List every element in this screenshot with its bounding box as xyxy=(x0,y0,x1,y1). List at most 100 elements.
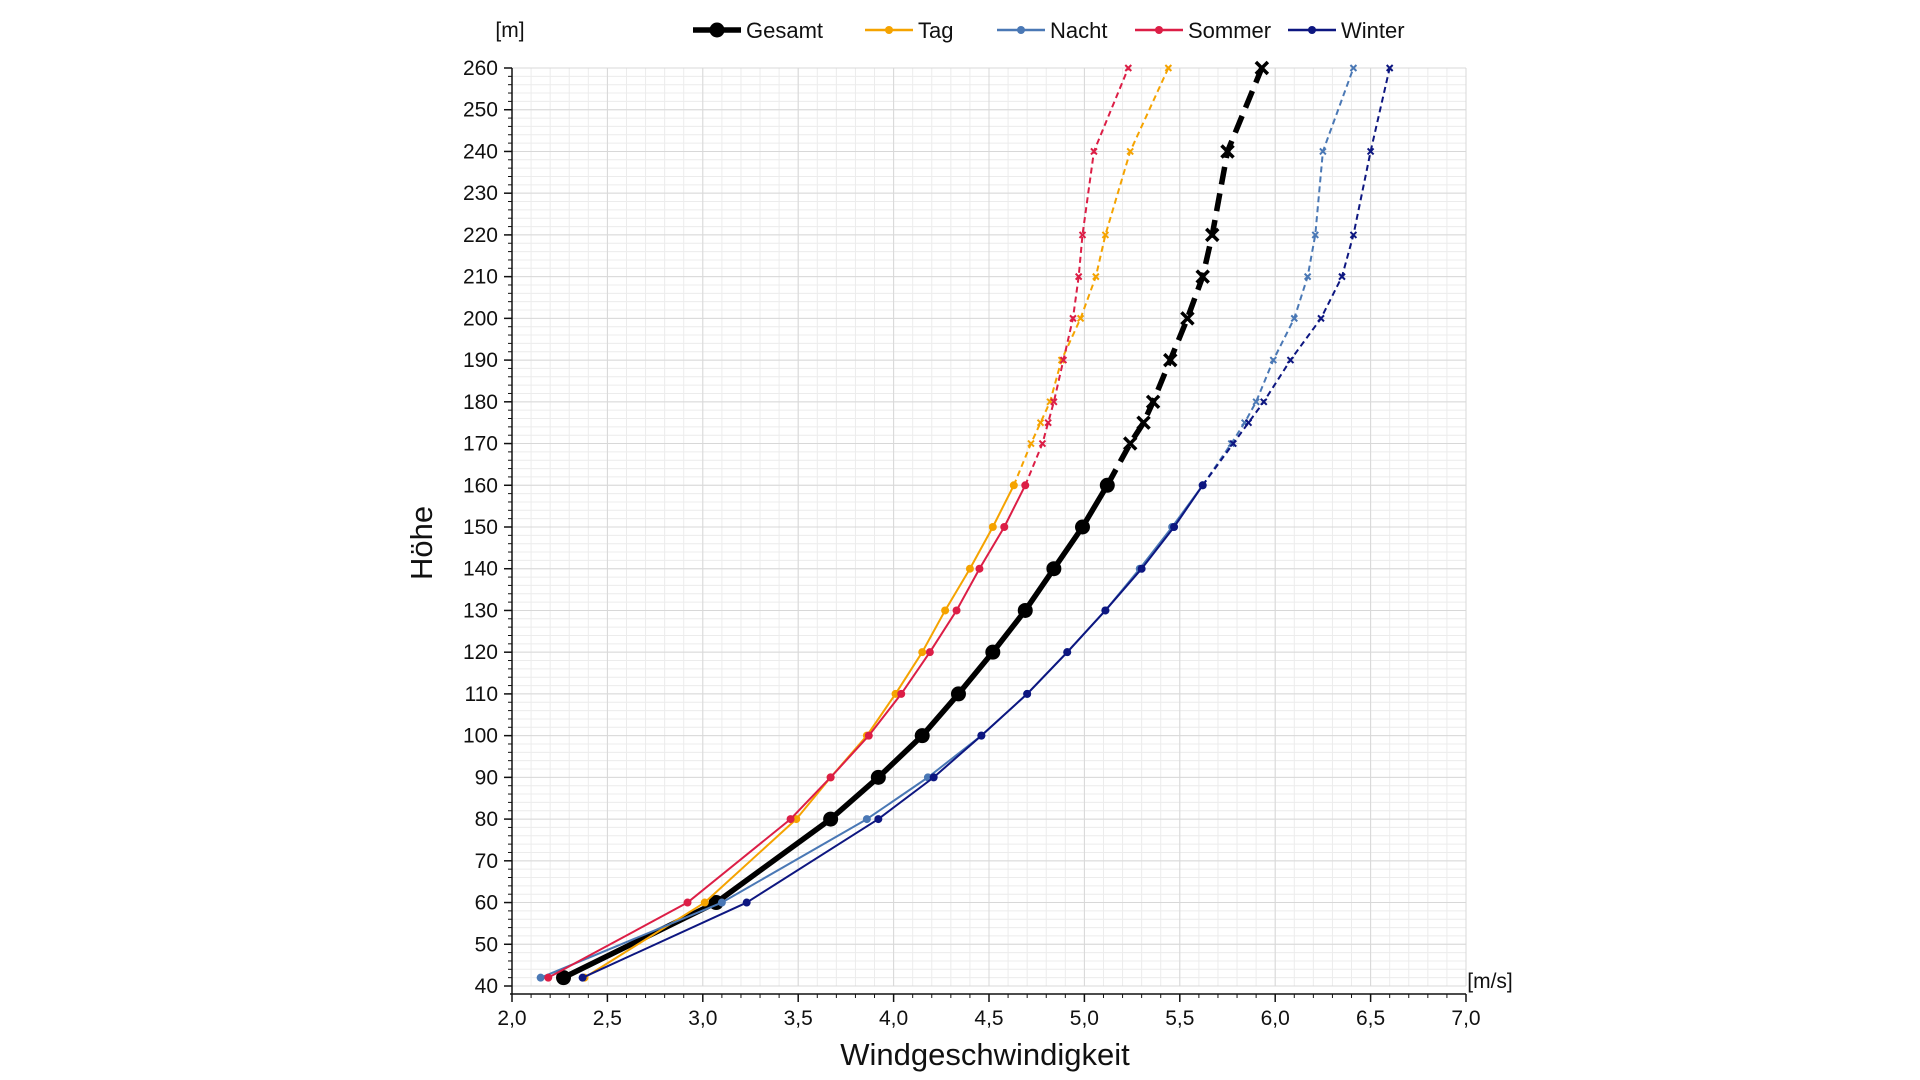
data-point-extrapolated xyxy=(1220,144,1235,159)
axes: 2,0 2,5 3,0 3,5 4,0 4,5 5,0 5,5 6,0 6,5 7,0 40 50 60 7… xyxy=(463,57,1481,1030)
y-tick-label: 110 xyxy=(465,683,498,706)
data-point xyxy=(862,815,871,824)
y-tick-label: 210 xyxy=(463,266,498,289)
legend-label: Nacht xyxy=(1050,18,1107,43)
y-tick-label: 170 xyxy=(463,433,498,456)
data-point-extrapolated xyxy=(1286,356,1295,364)
series-line-extrapolated xyxy=(1201,67,1355,486)
legend-item-winter: Winter xyxy=(1288,18,1405,43)
legend-marker xyxy=(1155,26,1163,34)
legend-label: Sommer xyxy=(1188,18,1271,43)
legend-item-nacht: Nacht xyxy=(997,18,1107,43)
data-point xyxy=(925,648,934,657)
data-point xyxy=(536,973,545,982)
data-point xyxy=(950,686,966,702)
series-lines xyxy=(536,60,1394,986)
data-point-extrapolated xyxy=(1078,231,1087,239)
data-point xyxy=(952,606,961,615)
data-point xyxy=(544,973,553,982)
legend-marker xyxy=(1017,26,1025,34)
data-point-extrapolated xyxy=(1122,436,1138,451)
data-point-extrapolated xyxy=(1038,439,1047,448)
data-point-extrapolated xyxy=(1164,64,1173,72)
data-point xyxy=(977,731,986,740)
data-point xyxy=(941,606,950,615)
series-line-extrapolated xyxy=(1201,67,1391,486)
series-line-measured xyxy=(583,484,1015,979)
y-tick-label: 100 xyxy=(463,725,498,748)
data-point-extrapolated xyxy=(1385,64,1394,72)
data-point-extrapolated xyxy=(1290,314,1298,323)
data-point xyxy=(556,970,572,986)
y-tick-label: 70 xyxy=(475,850,498,873)
data-point-extrapolated xyxy=(1254,60,1270,76)
y-axis-title: Höhe xyxy=(404,506,439,580)
x-tick-label: 5,0 xyxy=(1070,1007,1099,1030)
data-point xyxy=(1099,477,1115,493)
x-tick-label: 3,0 xyxy=(688,1007,717,1030)
legend-item-tag: Tag xyxy=(865,18,953,43)
data-point xyxy=(1023,689,1032,698)
data-point-extrapolated xyxy=(1101,231,1110,239)
data-point-extrapolated xyxy=(1204,227,1220,243)
data-point xyxy=(578,973,587,982)
data-point xyxy=(1000,523,1009,531)
data-point xyxy=(985,644,1001,660)
y-tick-label: 150 xyxy=(463,516,498,539)
data-point-extrapolated xyxy=(1349,231,1358,239)
x-tick-label: 2,5 xyxy=(593,1007,622,1030)
series-line-measured xyxy=(582,484,1204,979)
data-point xyxy=(1137,564,1146,573)
data-point-extrapolated xyxy=(1366,147,1375,156)
data-point-extrapolated xyxy=(1069,314,1077,323)
data-point-extrapolated xyxy=(1092,272,1100,281)
data-point xyxy=(700,898,709,907)
data-point-extrapolated xyxy=(1317,314,1325,323)
x-tick-label: 6,0 xyxy=(1261,1007,1290,1030)
y-tick-label: 130 xyxy=(463,599,498,622)
x-tick-label: 4,5 xyxy=(974,1007,1003,1030)
series-winter xyxy=(578,64,1394,982)
data-point xyxy=(717,898,726,907)
x-tick-label: 2,0 xyxy=(497,1007,526,1030)
legend-label: Winter xyxy=(1341,18,1405,43)
legend-marker xyxy=(885,26,893,34)
data-point xyxy=(870,769,886,785)
y-tick-label: 40 xyxy=(475,975,498,998)
data-point xyxy=(826,773,835,782)
y-tick-label: 90 xyxy=(475,766,498,789)
y-tick-label: 200 xyxy=(463,307,498,330)
legend-label: Gesamt xyxy=(746,18,823,43)
data-point xyxy=(1017,602,1033,618)
data-point-extrapolated xyxy=(1090,147,1098,156)
x-axis-unit: [m/s] xyxy=(1467,970,1513,993)
data-point-extrapolated xyxy=(1136,415,1151,430)
data-point-extrapolated xyxy=(1126,147,1134,156)
y-tick-label: 190 xyxy=(463,349,498,372)
data-point-extrapolated xyxy=(1338,272,1346,281)
data-point xyxy=(786,815,795,824)
data-point-extrapolated xyxy=(1027,439,1035,448)
data-point-extrapolated xyxy=(1229,439,1237,448)
data-point-extrapolated xyxy=(1044,418,1052,427)
data-point xyxy=(792,815,801,824)
series-line-extrapolated xyxy=(1104,66,1265,487)
y-tick-label: 50 xyxy=(475,933,498,956)
x-tick-label: 7,0 xyxy=(1451,1007,1480,1030)
y-tick-label: 160 xyxy=(463,474,498,497)
series-line-extrapolated xyxy=(1012,67,1170,486)
y-tick-label: 80 xyxy=(475,808,498,831)
legend-marker xyxy=(1308,26,1316,34)
data-point-extrapolated xyxy=(1145,394,1161,410)
data-point xyxy=(891,689,900,698)
data-point-extrapolated xyxy=(1227,439,1236,448)
data-point xyxy=(864,731,873,740)
data-point-extrapolated xyxy=(1059,356,1068,364)
data-point xyxy=(897,689,906,698)
data-point xyxy=(1021,481,1030,490)
data-point xyxy=(1074,519,1090,535)
legend-item-sommer: Sommer xyxy=(1135,18,1271,43)
y-tick-label: 180 xyxy=(463,391,498,414)
data-point xyxy=(929,773,938,782)
